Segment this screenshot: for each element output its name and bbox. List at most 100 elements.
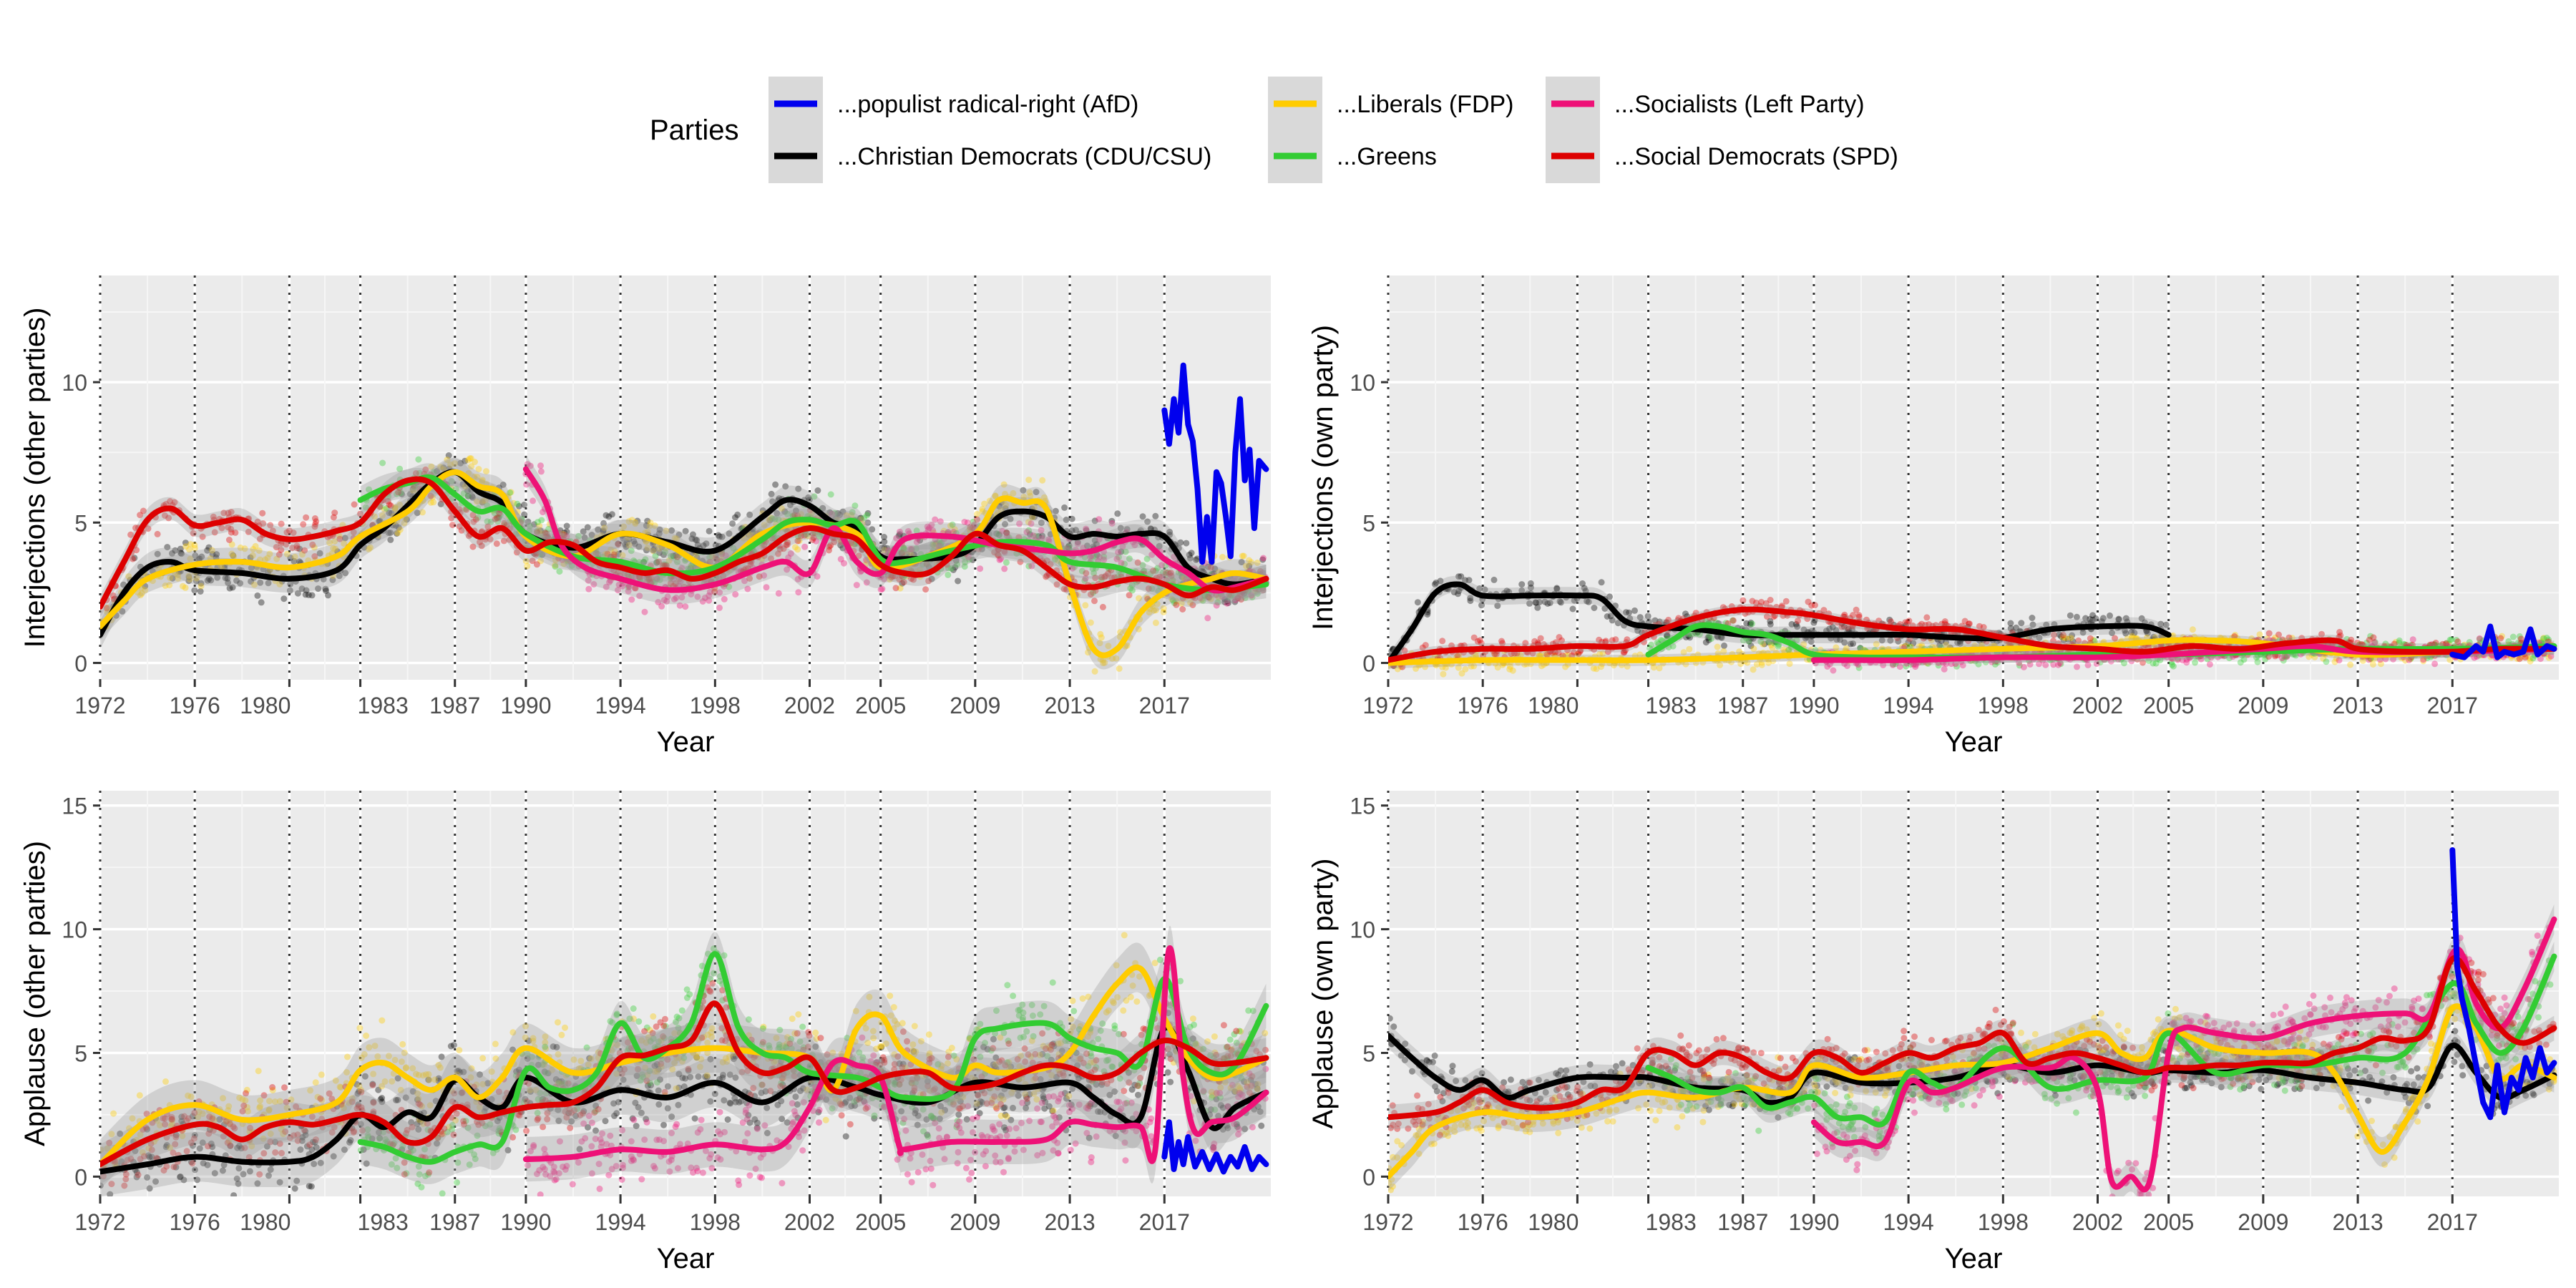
data-point [252, 542, 259, 550]
x-tick-label: 2013 [1044, 693, 1095, 718]
data-point [2145, 643, 2152, 650]
data-point [1596, 650, 1604, 658]
data-point [312, 521, 319, 527]
data-point [955, 577, 962, 585]
data-point [1910, 640, 1917, 647]
data-point [673, 535, 680, 542]
data-point [1747, 621, 1754, 628]
data-point [456, 523, 463, 530]
data-point [1718, 634, 1725, 641]
data-point [539, 551, 546, 558]
data-point [1966, 620, 1973, 628]
data-point [995, 547, 1002, 554]
data-point [2157, 620, 2165, 628]
data-point [1740, 597, 1747, 604]
data-point [1610, 662, 1617, 669]
data-point [937, 518, 944, 525]
data-point [852, 502, 859, 509]
data-point [191, 542, 198, 549]
data-point [903, 550, 910, 557]
data-point [1450, 589, 1458, 596]
data-point [1236, 591, 1244, 597]
data-point [648, 575, 655, 582]
data-point [1025, 519, 1032, 526]
data-point [269, 527, 276, 535]
data-point [187, 541, 194, 548]
data-point [1792, 621, 1800, 628]
data-point [377, 503, 384, 510]
data-point [220, 509, 228, 517]
data-point [2473, 653, 2480, 660]
data-point [1811, 602, 1818, 609]
data-point [948, 565, 955, 572]
data-point [568, 562, 575, 569]
data-point [495, 514, 502, 521]
data-point [1765, 638, 1772, 645]
data-point [581, 534, 588, 541]
data-point [677, 577, 684, 585]
data-point [896, 576, 903, 583]
data-point [2018, 620, 2025, 627]
data-point [1941, 665, 1948, 673]
data-point [522, 557, 530, 565]
data-point [1259, 570, 1267, 577]
data-point [1706, 632, 1713, 639]
data-point [996, 556, 1003, 563]
data-point [1156, 573, 1163, 580]
legend-label: ...populist radical-right (AfD) [837, 91, 1138, 118]
data-point [250, 546, 257, 552]
data-point [2129, 633, 2135, 640]
data-point [2197, 655, 2205, 663]
data-point [863, 579, 870, 586]
data-point [881, 575, 888, 582]
data-point [388, 509, 395, 517]
data-point [2280, 657, 2287, 664]
data-point [1532, 599, 1539, 606]
data-point [1765, 639, 1772, 646]
data-point [615, 541, 622, 548]
data-point [580, 528, 587, 535]
data-point [145, 525, 152, 532]
data-point [1194, 555, 1201, 562]
data-point [2121, 660, 2127, 667]
data-point [692, 536, 699, 543]
data-point [2527, 658, 2534, 665]
data-point [471, 473, 478, 480]
data-point [479, 528, 486, 535]
data-point [325, 592, 331, 599]
data-point [293, 542, 301, 550]
data-point [228, 525, 235, 532]
data-point [827, 542, 834, 549]
data-point [974, 516, 980, 523]
data-point [1476, 585, 1483, 592]
data-point [636, 574, 643, 581]
data-point [1770, 640, 1777, 647]
data-point [901, 545, 907, 552]
data-point [138, 590, 145, 597]
data-point [296, 558, 303, 565]
data-point [323, 587, 329, 595]
data-point [913, 545, 919, 552]
y-axis-title: Interjections (other parties) [19, 308, 51, 648]
data-point [2007, 620, 2014, 627]
data-point [483, 468, 489, 475]
data-point [665, 557, 673, 564]
data-point [1455, 573, 1462, 580]
data-point [1685, 633, 1692, 640]
data-point [1704, 634, 1712, 641]
data-point [1234, 595, 1241, 602]
data-point [919, 561, 926, 568]
data-point [879, 585, 886, 592]
confidence-band [100, 458, 1267, 670]
data-point [930, 541, 937, 548]
data-point [699, 598, 706, 605]
data-point [1873, 640, 1880, 648]
legend-label: ...Socialists (Left Party) [1614, 91, 1865, 118]
data-point [563, 533, 570, 540]
data-point [1043, 572, 1050, 579]
data-point [313, 518, 320, 525]
data-point [935, 540, 942, 547]
data-point [1717, 661, 1724, 668]
data-point [761, 522, 768, 529]
data-point [213, 551, 220, 558]
